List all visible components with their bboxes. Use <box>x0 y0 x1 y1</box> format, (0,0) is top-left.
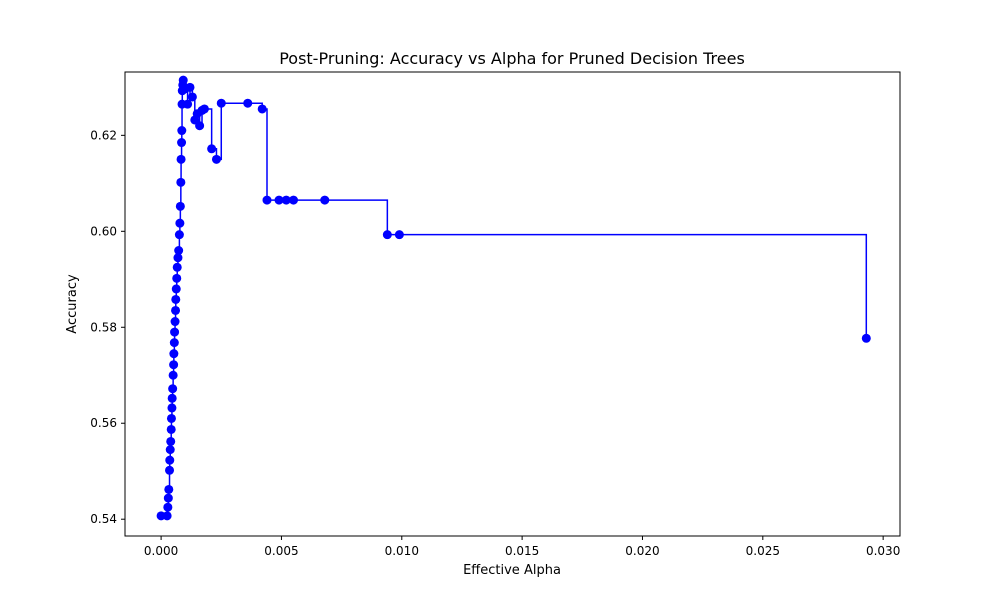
data-point <box>288 195 298 205</box>
x-tick-label: 0.000 <box>144 544 178 558</box>
data-point <box>169 360 179 370</box>
data-point <box>171 294 181 304</box>
x-axis-ticks: 0.000 0.005 0.010 0.015 0.020 0.025 0.030 <box>144 536 900 558</box>
data-point <box>171 284 181 294</box>
data-point <box>163 493 173 503</box>
data-point <box>176 177 186 187</box>
data-point <box>165 445 175 455</box>
plot-frame <box>124 71 901 537</box>
data-point <box>166 413 176 423</box>
data-point <box>172 262 182 272</box>
data-point <box>165 455 175 465</box>
data-point <box>207 144 217 154</box>
data-point <box>185 82 195 92</box>
series-markers <box>156 75 871 521</box>
data-point <box>167 403 177 413</box>
x-tick-label: 0.025 <box>746 544 780 558</box>
data-point <box>216 98 226 108</box>
data-point <box>172 273 182 283</box>
chart-title: Post-Pruning: Accuracy vs Alpha for Prun… <box>279 49 745 68</box>
x-tick-label: 0.020 <box>625 544 659 558</box>
y-tick-label: 0.56 <box>90 416 117 430</box>
data-point <box>166 424 176 434</box>
data-point <box>162 511 172 521</box>
data-point <box>173 253 183 263</box>
data-point <box>163 502 173 512</box>
data-point <box>199 104 209 114</box>
data-point <box>320 195 330 205</box>
data-point <box>170 327 180 337</box>
data-point <box>176 154 186 164</box>
data-point <box>187 92 197 102</box>
y-tick-label: 0.58 <box>90 320 117 334</box>
data-point <box>174 245 184 255</box>
y-axis-ticks: 0.54 0.56 0.58 0.60 0.62 <box>90 128 125 526</box>
data-point <box>167 393 177 403</box>
x-axis-label: Effective Alpha <box>463 563 561 578</box>
data-point <box>174 230 184 240</box>
data-point <box>257 104 267 114</box>
data-point <box>394 230 404 240</box>
data-point <box>171 305 181 315</box>
data-point <box>175 218 185 228</box>
data-point <box>177 138 187 148</box>
data-point <box>168 370 178 380</box>
x-tick-label: 0.030 <box>866 544 900 558</box>
data-point <box>165 465 175 475</box>
data-point <box>262 195 272 205</box>
data-point <box>177 126 187 136</box>
data-point <box>178 75 188 85</box>
data-point <box>211 154 221 164</box>
data-point <box>166 436 176 446</box>
x-tick-label: 0.005 <box>264 544 298 558</box>
data-point <box>169 349 179 359</box>
data-point <box>169 338 179 348</box>
data-point <box>281 195 291 205</box>
data-point <box>274 195 284 205</box>
data-point <box>243 98 253 108</box>
data-point <box>175 201 185 211</box>
data-point <box>168 384 178 394</box>
plot-area <box>125 72 900 536</box>
data-point <box>195 121 205 131</box>
x-tick-label: 0.015 <box>505 544 539 558</box>
data-point <box>170 317 180 327</box>
y-axis-label: Accuracy <box>65 274 80 334</box>
data-point <box>861 333 871 343</box>
y-tick-label: 0.60 <box>90 224 117 238</box>
y-tick-label: 0.62 <box>90 128 117 142</box>
data-point <box>382 230 392 240</box>
x-tick-label: 0.010 <box>385 544 419 558</box>
data-point <box>183 99 193 109</box>
y-tick-label: 0.54 <box>90 512 117 526</box>
data-point <box>164 484 174 494</box>
